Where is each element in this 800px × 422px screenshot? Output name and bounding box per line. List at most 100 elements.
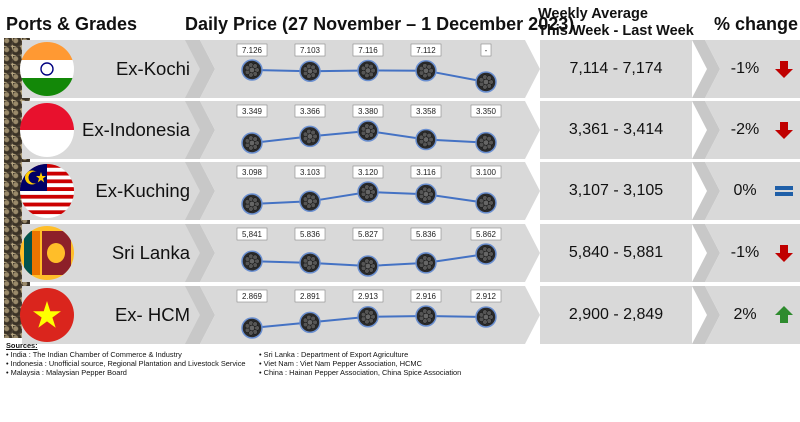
table-row: Ex-Kochi 7.126 7.103 7.116 7.112 - 7,114 - 7,1… <box>0 40 800 100</box>
data-point <box>299 252 321 274</box>
data-label-box <box>236 289 268 303</box>
data-point <box>357 59 379 82</box>
data-label-box <box>470 165 502 179</box>
data-label: 3.366 <box>300 107 321 116</box>
header-percent-change: % change <box>714 14 799 34</box>
data-label-box <box>352 104 384 118</box>
data-point <box>475 192 497 214</box>
chevron-separator <box>692 101 720 159</box>
source-item: • Sri Lanka : Department of Export Agric… <box>259 350 409 359</box>
change-panel <box>705 162 800 220</box>
data-label: 3.103 <box>300 168 321 177</box>
data-point <box>415 252 437 274</box>
row-chevrons <box>185 224 800 282</box>
indonesia-flag <box>20 103 74 157</box>
down-arrow-icon <box>775 245 793 262</box>
source-item: • China : Hainan Pepper Association, Chi… <box>259 368 462 377</box>
data-point <box>299 190 321 213</box>
flag-badge <box>20 226 74 280</box>
table-row: Ex- HCM 2.869 2.891 2.913 2.916 2.912 2,900 - … <box>0 286 800 346</box>
data-label: 7.103 <box>300 46 321 55</box>
daily-price-chart: 7.126 7.103 7.116 7.112 - <box>236 43 497 93</box>
source-item: • Indonesia : Unofficial source, Regiona… <box>6 359 246 368</box>
data-label: 7.126 <box>242 46 263 55</box>
data-label: 7.116 <box>358 46 378 55</box>
data-label: - <box>485 46 488 55</box>
data-label-box <box>352 43 384 57</box>
port-name: Ex- HCM <box>114 304 190 325</box>
data-label-box <box>410 289 442 303</box>
data-label: 5.836 <box>300 230 321 239</box>
weekly-average-panel <box>540 101 692 159</box>
vietnam-flag <box>20 288 74 342</box>
data-label: 5,841 <box>242 230 263 239</box>
sources-section: Sources: • India : The Indian Chamber of… <box>6 341 461 377</box>
up-arrow-icon <box>775 306 793 323</box>
data-label: 3.358 <box>416 107 437 116</box>
data-point <box>241 59 263 81</box>
weekly-average-value: 3,107 - 3,105 <box>568 182 664 199</box>
data-point <box>357 181 379 203</box>
data-label: 3.116 <box>416 168 436 177</box>
data-label: 2.912 <box>476 292 497 301</box>
data-label: 5.827 <box>358 230 379 239</box>
data-label: 2.891 <box>300 292 321 301</box>
table-row: Ex-Kuching 3.098 3.103 3.120 3.116 3.100 3,107… <box>0 162 800 222</box>
data-label-box <box>470 104 502 118</box>
equal-icon <box>775 186 793 196</box>
chart-panel <box>200 224 540 282</box>
percent-change-value: 0% <box>733 182 757 199</box>
data-point <box>415 305 437 327</box>
percent-change-value: -1% <box>730 60 760 77</box>
sri-lanka-flag <box>20 226 74 280</box>
data-label-box <box>294 104 326 118</box>
weekly-average-panel <box>540 286 692 344</box>
source-item: • Malaysia : Malaysian Pepper Board <box>6 368 127 377</box>
flag-badge <box>20 42 74 96</box>
daily-price-chart: 3.349 3.366 3.380 3.358 3.350 <box>236 104 502 154</box>
table-row: Sri Lanka 5,841 5.836 5.827 5.836 5.862 5,840 … <box>0 224 800 284</box>
data-label-box <box>410 227 442 241</box>
data-label-box <box>410 165 442 179</box>
flag-badge <box>20 103 74 157</box>
port-name: Ex-Kochi <box>115 58 190 79</box>
weekly-average-value: 7,114 - 7,174 <box>569 60 663 77</box>
india-flag <box>20 42 74 96</box>
data-label-box <box>236 165 268 179</box>
malaysia-flag <box>20 164 74 218</box>
data-label-box <box>294 43 326 57</box>
data-label-box <box>470 227 502 241</box>
change-panel <box>705 40 800 98</box>
data-point <box>357 255 379 277</box>
data-point <box>415 59 437 82</box>
sources-column-1: • India : The Indian Chamber of Commerce… <box>6 350 276 377</box>
change-panel <box>705 101 800 159</box>
data-label-box <box>294 165 326 179</box>
source-item: • Viet Nam : Viet Nam Pepper Association… <box>259 359 422 368</box>
data-point <box>299 60 321 82</box>
daily-price-chart: 2.869 2.891 2.913 2.916 2.912 <box>236 289 502 339</box>
sources-column-2: • Sri Lanka : Department of Export Agric… <box>259 350 539 377</box>
trend-indicator <box>774 305 794 325</box>
percent-change-value: -2% <box>730 121 760 138</box>
data-point <box>241 250 263 272</box>
port-name: Sri Lanka <box>111 242 190 263</box>
data-point <box>241 193 263 215</box>
data-label: 2.913 <box>358 292 379 301</box>
data-label: 3.120 <box>358 168 379 177</box>
percent-change-value: -1% <box>730 244 760 261</box>
data-label-box <box>352 289 384 303</box>
weekly-average-panel <box>540 40 692 98</box>
data-label-box <box>470 289 502 303</box>
data-label: 2.869 <box>242 292 263 301</box>
data-label: 3.350 <box>476 107 497 116</box>
data-point <box>415 183 437 205</box>
data-point <box>475 131 497 154</box>
weekly-average-value: 2,900 - 2,849 <box>568 306 664 323</box>
data-label-box <box>410 104 442 118</box>
sources-title: Sources: <box>6 341 38 350</box>
trend-indicator <box>774 120 794 140</box>
data-point <box>299 311 321 334</box>
row-chevrons <box>185 101 800 159</box>
data-label-box <box>352 227 384 241</box>
